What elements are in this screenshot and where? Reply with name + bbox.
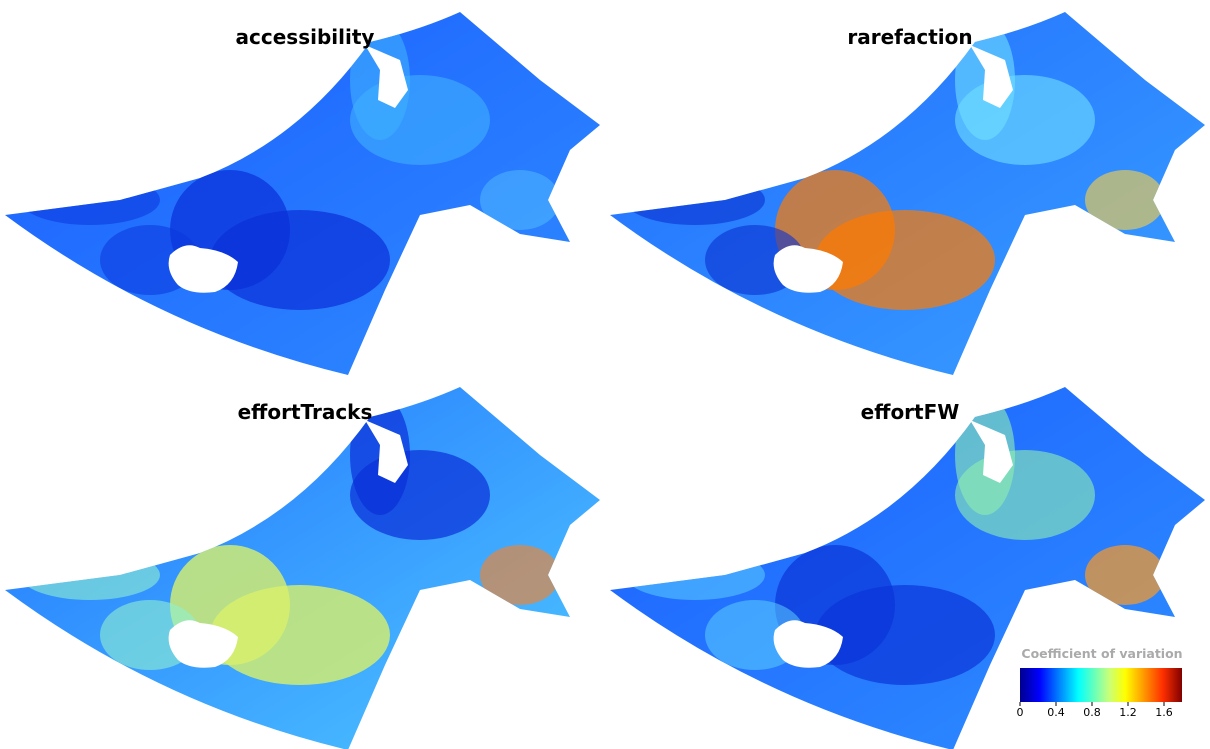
island [773, 620, 843, 668]
land [970, 420, 1013, 483]
panel-title: rarefaction [847, 25, 972, 49]
island [773, 245, 843, 293]
map-panel: accessibility [5, 12, 600, 375]
colorbar-gradient [1020, 668, 1182, 702]
land [365, 420, 408, 483]
map-texture [625, 550, 765, 600]
panel-title: effortTracks [238, 400, 373, 424]
colorbar: Coefficient of variation 0 0.4 0.8 1.2 1.6 [1017, 646, 1183, 719]
land [970, 45, 1013, 108]
map-texture [480, 170, 560, 230]
map-texture [625, 175, 765, 225]
colorbar-tick-label: 0 [1017, 706, 1024, 719]
colorbar-tick-label: 1.6 [1155, 706, 1173, 719]
land [365, 45, 408, 108]
map-texture [1085, 545, 1165, 605]
island [168, 620, 238, 668]
map-panel: effortTracks [5, 387, 600, 749]
map-area [5, 387, 600, 749]
map-area [5, 12, 600, 375]
map-area [610, 12, 1205, 375]
colorbar-title: Coefficient of variation [1021, 646, 1182, 661]
colorbar-tick-label: 0.4 [1047, 706, 1065, 719]
map-texture [1085, 170, 1165, 230]
panel-title: effortFW [861, 400, 960, 424]
island [168, 245, 238, 293]
colorbar-tick-label: 1.2 [1119, 706, 1137, 719]
map-panel: rarefaction [610, 12, 1205, 375]
map-texture [480, 545, 560, 605]
map-texture [20, 175, 160, 225]
colorbar-tick-label: 0.8 [1083, 706, 1101, 719]
map-texture [20, 550, 160, 600]
panel-title: accessibility [236, 25, 375, 49]
